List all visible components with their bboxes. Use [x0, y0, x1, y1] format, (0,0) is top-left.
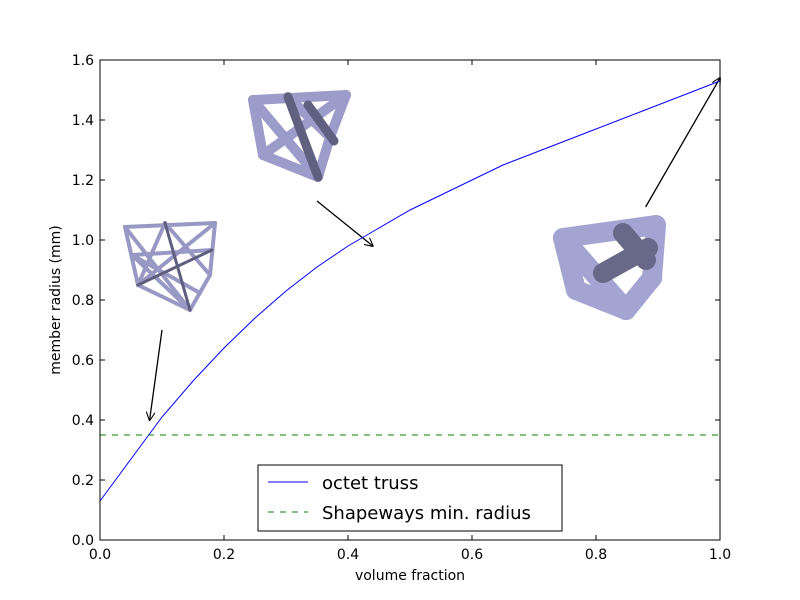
y-tick-label: 1.6 [72, 53, 94, 69]
legend-box [257, 464, 563, 532]
truss-illustration-thin [123, 221, 217, 312]
y-tick-label: 1.4 [72, 113, 94, 129]
y-tick-label: 1.0 [72, 233, 94, 249]
legend-label-octet-truss: octet truss [322, 473, 418, 494]
x-tick-label: 0.4 [337, 547, 359, 563]
y-tick-label: 0.0 [72, 533, 94, 549]
x-tick-label: 0.2 [213, 547, 235, 563]
annotation-arrow-truss-thin [150, 329, 163, 420]
series-line-0 [99, 80, 721, 502]
y-tick-label: 0.8 [72, 293, 94, 309]
truss-illustration-thick [553, 215, 666, 320]
x-axis-label: volume fraction [355, 568, 465, 584]
annotation-arrow-truss-medium [316, 200, 373, 246]
annotation-arrow-truss-thick [645, 78, 720, 208]
legend: octet truss Shapeways min. radius [257, 464, 563, 532]
x-tick-label: 0.0 [89, 547, 111, 563]
y-tick-label: 0.6 [72, 353, 94, 369]
y-tick-label: 0.2 [72, 473, 94, 489]
y-tick-label: 0.4 [72, 413, 94, 429]
y-axis-label: member radius (mm) [48, 225, 64, 375]
x-tick-label: 0.8 [585, 547, 607, 563]
x-tick-label: 1.0 [709, 547, 731, 563]
legend-label-shapeways: Shapeways min. radius [322, 503, 531, 524]
truss-illustration-medium [248, 90, 351, 182]
x-tick-label: 0.6 [461, 547, 483, 563]
y-tick-label: 1.2 [72, 173, 94, 189]
